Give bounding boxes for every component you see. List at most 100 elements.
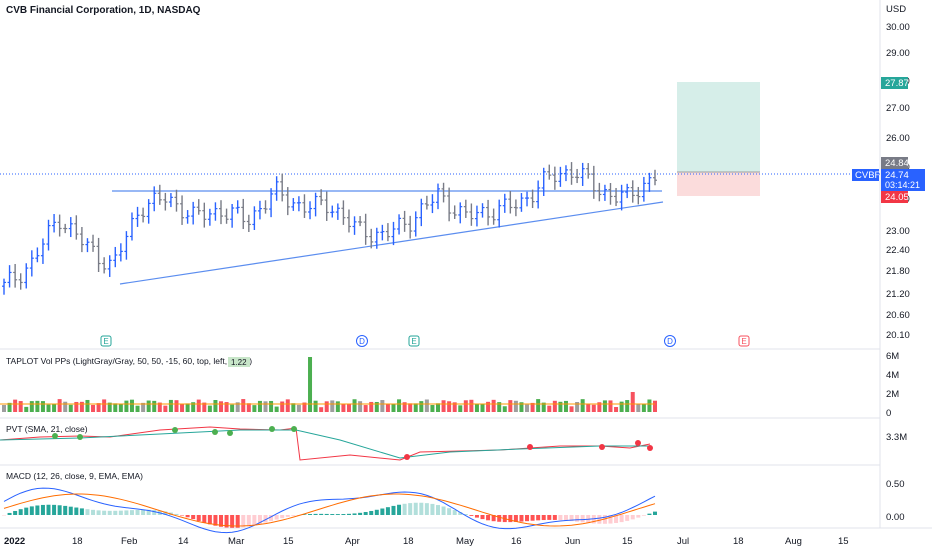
volume-bar [29,401,34,412]
price-bar [124,231,129,260]
macd-histogram-bar [408,503,413,515]
macd-signal-line [3,493,656,527]
target-zone[interactable] [677,82,760,172]
price-bar [113,246,118,268]
event-marker-dividend[interactable]: D [356,335,368,347]
event-marker-earnings[interactable]: E [408,335,420,347]
macd-histogram-bar [519,515,524,522]
event-marker-dividend[interactable]: D [664,335,676,347]
price-bar [235,200,240,214]
macd-histogram-bar [107,510,112,515]
volume-bar [497,402,502,412]
macd-histogram-bar [536,515,541,521]
macd-histogram-bar [352,513,357,515]
price-bar [547,164,552,180]
price-bar [463,199,468,218]
price-bar [563,165,568,182]
price-bar [285,187,290,216]
macd-histogram-bar [413,502,418,515]
macd-histogram-bar [447,508,452,515]
macd-histogram-bar [563,515,568,521]
pvt-cross-dot [527,444,533,450]
volume-bar [641,404,646,412]
event-marker-earnings[interactable]: E [100,335,112,347]
volume-bar [196,399,201,412]
support-trendline[interactable] [119,201,664,285]
macd-histogram-bar [52,504,57,515]
volume-bar [85,399,90,412]
price-bar [91,234,96,252]
macd-histogram-bar [246,515,251,527]
symbol-tag[interactable] [852,169,879,181]
pvt-axis-tick: 3.3M [886,432,907,443]
price-bar [274,176,279,201]
macd-histogram-bar [113,510,118,515]
macd-histogram-bar [63,505,68,515]
time-tick-label: Apr [345,536,360,547]
price-bar [508,191,513,214]
macd-histogram-bar [486,515,491,521]
volume-tick-label: 4M [886,370,899,381]
macd-histogram-bar [40,504,45,515]
volume-bar [569,406,574,412]
price-bar [636,186,641,205]
volume-bar [224,402,229,412]
macd-histogram-bar [374,509,379,515]
macd-histogram-bar [358,512,363,515]
macd-histogram-bar [575,515,580,522]
macd-histogram-bar [291,515,296,516]
price-bar [653,169,657,186]
volume-bar [269,400,274,412]
macd-tick-label: 0.50 [886,479,905,490]
macd-histogram-bar [397,504,402,515]
volume-bar [369,401,374,412]
stop-zone[interactable] [677,172,760,196]
macd-histogram-bar [174,513,179,515]
time-tick-label: 15 [838,536,849,547]
price-bar [63,223,68,234]
volume-bar [74,401,79,412]
price-bar [575,168,580,184]
symbol-text: CVBF [855,170,881,181]
volume-tick-label: 6M [886,351,899,362]
price-bar [29,250,34,277]
macd-histogram-bar [263,515,268,523]
price-bar [230,203,235,228]
volume-bar [180,403,185,412]
event-marker-earnings-upcoming[interactable]: E [738,335,750,347]
macd-series [2,487,657,534]
volume-bar [452,402,457,412]
volume-bar [335,401,340,412]
price-bar [241,198,246,230]
volume-bar [591,404,596,412]
volume-bar [107,402,112,412]
volume-bar [146,400,151,412]
volume-bar [558,401,563,412]
volume-bar [525,404,530,412]
macd-histogram-bar [653,511,657,515]
volume-bar [430,405,435,412]
price-bar [358,216,363,227]
volume-bar [408,403,413,412]
volume-bar [68,404,73,412]
macd-histogram-bar [257,515,262,525]
volume-bar [530,402,535,412]
price-bar [96,237,101,272]
price-bar [452,205,457,219]
volume-bar [575,402,580,412]
macd-histogram-bar [202,515,207,523]
volume-bar [141,402,146,412]
price-bar [180,195,185,225]
volume-bars [0,357,657,412]
macd-histogram-bar [636,515,641,518]
volume-bar [274,406,279,412]
price-bar [569,162,574,185]
price-tick-label: 30.00 [886,22,910,33]
macd-histogram-bar [135,509,140,515]
price-bar [174,189,179,212]
price-bar [380,224,385,241]
time-tick-label: Feb [121,536,137,547]
time-axis[interactable]: 2022 18 Feb 14 Mar 15 Apr 18 May 16 Jun 15 Jul 18 Aug 1… [4,536,849,547]
